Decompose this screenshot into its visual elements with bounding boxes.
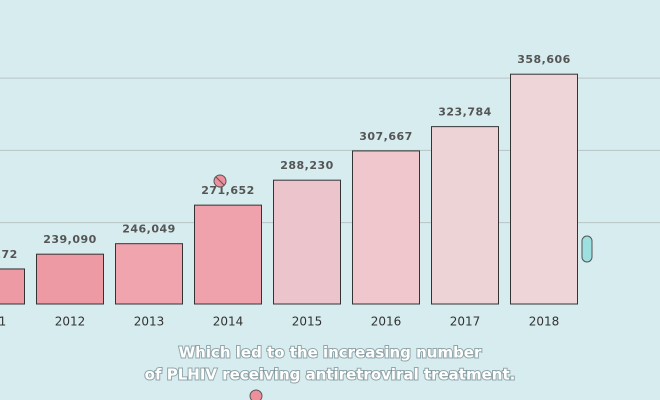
x-tick-label: 2017 — [450, 315, 481, 329]
value-label: 246,049 — [122, 223, 176, 236]
caption-line: of PLHIV receiving antiretroviral treatm… — [145, 366, 516, 384]
x-tick-label: 2011 — [0, 315, 6, 329]
value-label: 271,652 — [201, 184, 255, 197]
pill-line — [215, 176, 225, 186]
x-tick-label: 2016 — [371, 315, 402, 329]
bar — [510, 73, 578, 305]
value-label: 307,667 — [359, 130, 413, 143]
bar — [273, 179, 341, 305]
bar — [352, 150, 420, 305]
pill-decoration — [249, 389, 263, 400]
value-label: 288,230 — [280, 159, 334, 172]
x-tick-label: 2018 — [529, 315, 560, 329]
x-tick-label: 2013 — [134, 315, 165, 329]
value-label: 358,606 — [517, 53, 571, 66]
capsule-decoration — [581, 235, 593, 263]
bar — [431, 126, 499, 305]
x-tick-label: 2012 — [55, 315, 86, 329]
bar — [36, 253, 104, 305]
x-tick-label: 2015 — [292, 315, 323, 329]
value-label: 323,784 — [438, 106, 492, 119]
x-tick-label: 2014 — [213, 315, 244, 329]
bar — [0, 268, 25, 305]
bar — [194, 204, 262, 305]
value-label: 229,272 — [0, 248, 18, 261]
bar — [115, 243, 183, 305]
value-label: 239,090 — [43, 233, 97, 246]
caption-line: Which led to the increasing number — [179, 344, 482, 362]
